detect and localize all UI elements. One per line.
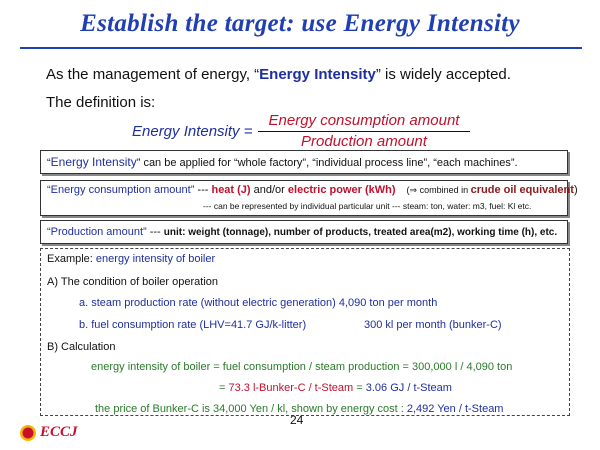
eccj-logo-text: ECCJ: [40, 424, 78, 440]
box2-combined-keyword: crude oil equivalent: [470, 184, 574, 196]
intro-before: As the management of energy, “: [46, 66, 260, 83]
example-a-line2-left: b. fuel consumption rate (LHV=41.7 GJ/k-…: [79, 319, 307, 331]
box2-term: “Energy consumption amount”: [47, 184, 195, 196]
example-box: Example: energy intensity of boiler A) T…: [40, 248, 570, 416]
box2-andor: and/or: [250, 184, 288, 196]
box3-term: “Production amount”: [47, 226, 147, 238]
box2-combined-prefix: (⇒ combined in: [406, 185, 471, 195]
box2-sep: ---: [194, 184, 212, 196]
calc-val1: 73.3 l-Bunker-C / t-Steam: [228, 382, 354, 394]
box1-rest: ” can be applied for “whole factory”, “i…: [136, 157, 518, 169]
calc-val2: 3.06 GJ / t-Steam: [365, 382, 452, 394]
example-a-line1: a. steam production rate (without electr…: [79, 297, 438, 309]
box2-line2: --- can be represented by individual par…: [203, 201, 532, 211]
example-a-line2-right: 300 kl per month (bunker-C): [364, 319, 502, 331]
box2-combined-suffix: ): [573, 184, 578, 196]
calc-eq2: =: [353, 382, 366, 394]
fraction-bar: [258, 131, 470, 132]
formula-fraction: Energy consumption amount Production amo…: [258, 112, 470, 150]
eccj-logo-icon: [20, 424, 36, 441]
intro-after: ” is widely accepted.: [375, 66, 511, 83]
formula-label: Energy Intensity =: [132, 123, 253, 140]
title-underline: [20, 47, 582, 49]
box2-heat: heat (J): [211, 184, 251, 196]
box3-rest: unit: weight (tonnage), number of produc…: [163, 227, 558, 238]
price-val: 2,492 Yen / t-Steam: [406, 403, 504, 415]
box3-sep: ---: [146, 226, 164, 238]
calc-eq: =: [219, 382, 229, 394]
price-text: the price of Bunker-C is 34,000 Yen / kl…: [95, 403, 407, 415]
intro-line: As the management of energy, “Energy Int…: [46, 66, 511, 83]
intro-keyword: Energy Intensity: [259, 66, 376, 83]
slide-title: Establish the target: use Energy Intensi…: [80, 10, 520, 37]
eccj-logo: ECCJ: [20, 424, 78, 441]
box2-power: electric power (kWh): [287, 184, 396, 196]
box1-keyword: Energy Intensity: [50, 155, 137, 169]
example-b-heading: B) Calculation: [47, 341, 116, 353]
applicability-box: “Energy Intensity” can be applied for “w…: [40, 150, 568, 174]
page-number: 24: [290, 413, 304, 427]
calc-line1: energy intensity of boiler = fuel consum…: [91, 361, 513, 373]
example-a-heading: A) The condition of boiler operation: [47, 276, 219, 288]
energy-consumption-box: “Energy consumption amount” --- heat (J)…: [40, 180, 578, 216]
formula-denominator: Production amount: [301, 133, 427, 150]
box1-open-quote: “: [47, 157, 51, 169]
example-heading-prefix: Example:: [47, 253, 96, 265]
formula-numerator: Energy consumption amount: [268, 112, 460, 129]
production-amount-box: “Production amount” --- unit: weight (to…: [40, 220, 568, 244]
definition-line: The definition is:: [46, 94, 156, 111]
example-heading-text: energy intensity of boiler: [95, 253, 216, 265]
